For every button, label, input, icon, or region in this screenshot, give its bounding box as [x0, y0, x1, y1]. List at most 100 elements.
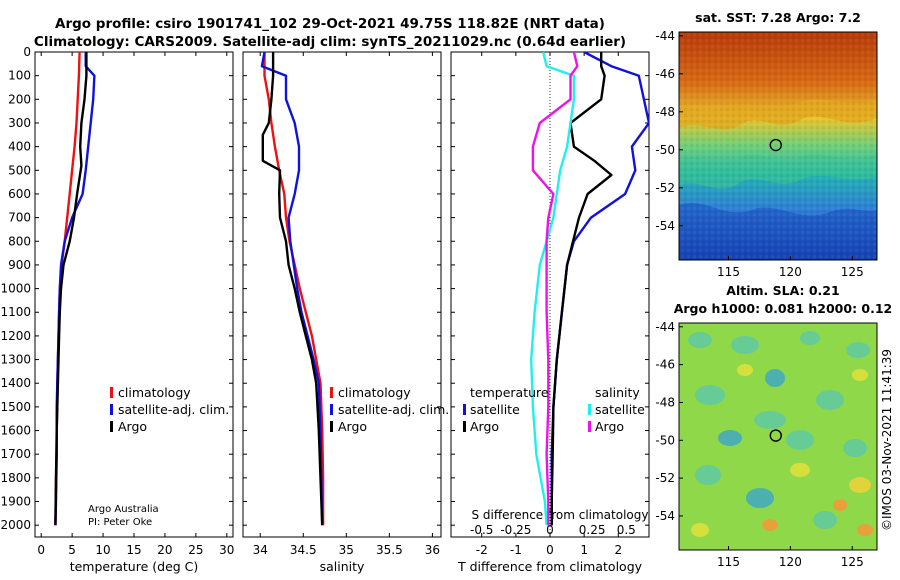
legend-swatch-sal-argo — [588, 421, 591, 432]
x-tick-label: 36 — [425, 543, 440, 557]
x-axis-label: T difference from climatology — [457, 559, 643, 574]
map-y-tick-label: -50 — [655, 143, 675, 157]
s-tick-label: 0 — [546, 523, 554, 537]
legend-swatch-climatology — [110, 387, 113, 398]
x-tick-label: 15 — [126, 543, 141, 557]
legend-label-argo: Argo — [118, 419, 147, 434]
figure-title-line1: Argo profile: csiro 1901741_102 29-Oct-2… — [55, 16, 605, 32]
y-tick-label: 1100 — [0, 305, 31, 319]
map-x-tick-label: 120 — [779, 265, 802, 279]
y-tick-label: 1700 — [0, 447, 31, 461]
series-line-temperature-satellite — [550, 52, 649, 526]
argo-location-marker — [769, 429, 782, 442]
x-tick-label: 35 — [339, 543, 354, 557]
sst-map-frame — [678, 31, 878, 261]
legend-label-sal-satellite: satellite — [595, 402, 645, 417]
y-tick-label: 100 — [8, 69, 31, 83]
map-x-tick-label: 125 — [841, 265, 864, 279]
legend-label-climatology: climatology — [338, 385, 411, 400]
legend-swatch-satellite — [330, 404, 333, 415]
map-x-tick-label: 115 — [717, 555, 740, 569]
x-axis-label: salinity — [320, 559, 365, 574]
s-axis-label: S difference from climatology — [472, 508, 649, 522]
sst-map-ticks: 115 120 125 -44 -46 -48 -50 -52 -54 — [655, 29, 863, 279]
map-y-tick-label: -44 — [655, 29, 675, 43]
x-tick-label: 10 — [95, 543, 110, 557]
map-y-tick-label: -48 — [655, 395, 675, 409]
map-y-tick-label: -54 — [655, 219, 675, 233]
plot-frame — [242, 51, 442, 538]
legend-swatch-satellite — [110, 404, 113, 415]
x-tick-label: 35.5 — [376, 543, 403, 557]
y-tick-label: 0 — [23, 45, 31, 59]
y-tick-label: 200 — [8, 92, 31, 106]
temperature-legend: climatology satellite-adj. clim. Argo — [110, 385, 229, 434]
s-tick-label: -0.25 — [500, 523, 531, 537]
sla-map-frame — [678, 322, 878, 551]
salinity-legend: climatology satellite-adj. clim. Argo — [330, 385, 449, 434]
y-tick-label: 2000 — [0, 518, 31, 532]
credit-line1: Argo Australia — [88, 504, 159, 515]
y-tick-label: 1200 — [0, 329, 31, 343]
map-y-tick-label: -44 — [655, 320, 675, 334]
y-tick-label: 1900 — [0, 495, 31, 509]
map-x-tick-label: 125 — [841, 555, 864, 569]
y-tick-label: 900 — [8, 258, 31, 272]
series-line-temperature-argo — [550, 52, 613, 526]
x-tick-label: 25 — [188, 543, 203, 557]
legend-swatch-climatology — [330, 387, 333, 398]
temperature-panel: 0100200300400500600700800900100011001200… — [0, 45, 234, 574]
sla-eddies — [688, 331, 873, 537]
sla-map-ticks: 115 120 125 -44 -46 -48 -50 -52 -54 — [655, 320, 863, 569]
sst-map-title: sat. SST: 7.28 Argo: 7.2 — [695, 10, 861, 25]
legend-label-climatology: climatology — [118, 385, 191, 400]
y-tick-label: 500 — [8, 163, 31, 177]
sst-texture — [679, 32, 877, 260]
legend-swatch-argo — [330, 421, 333, 432]
legend-label-temp-argo: Argo — [470, 419, 499, 434]
y-tick-label: 400 — [8, 140, 31, 154]
legend-title-salinity: salinity — [595, 385, 640, 400]
y-tick-label: 800 — [8, 234, 31, 248]
s-tick-label: 0.5 — [617, 523, 636, 537]
y-tick-label: 1400 — [0, 376, 31, 390]
y-tick-label: 1000 — [0, 282, 31, 296]
y-tick-label: 1800 — [0, 471, 31, 485]
sla-map-panel: Altim. SLA: 0.21 Argo h1000: 0.081 h2000… — [655, 283, 892, 569]
x-tick-label: -2 — [476, 543, 488, 557]
series-line-salinity-satellite — [530, 52, 576, 526]
map-x-tick-label: 120 — [779, 555, 802, 569]
x-tick-label: 1 — [580, 543, 588, 557]
legend-label-sal-argo: Argo — [595, 419, 624, 434]
legend-label-argo: Argo — [338, 419, 367, 434]
x-axis-label: temperature (deg C) — [70, 559, 199, 574]
imos-watermark: ©IMOS 03-Nov-2021 11:41:39 — [880, 349, 894, 531]
series-line-salinity-argo — [531, 52, 579, 526]
legend-label-satellite: satellite-adj. clim. — [118, 402, 229, 417]
legend-title-temperature: temperature — [470, 385, 549, 400]
sla-map-title-line1: Altim. SLA: 0.21 — [726, 283, 839, 298]
series-line-argo — [54, 52, 88, 526]
x-tick-label: 2 — [614, 543, 622, 557]
figure-title-line2: Climatology: CARS2009. Satellite-adj cli… — [34, 34, 626, 50]
y-tick-label: 1600 — [0, 424, 31, 438]
map-y-tick-label: -52 — [655, 471, 675, 485]
salinity-panel: 34 34.5 35 35.5 36 salinity — [242, 51, 442, 574]
x-tick-label: 0 — [546, 543, 554, 557]
sst-map-panel: sat. SST: 7.28 Argo: 7.2 115 120 125 -44 -46… — [655, 10, 878, 279]
series-line-satellite-adj-clim- — [260, 52, 324, 526]
argo-location-marker — [769, 138, 782, 152]
s-tick-label: 0.25 — [579, 523, 606, 537]
legend-swatch-temp-satellite — [463, 404, 466, 415]
x-tick-label: 0 — [37, 543, 45, 557]
map-y-tick-label: -54 — [655, 509, 675, 523]
x-tick-label: 34 — [253, 543, 268, 557]
plot-frame — [34, 51, 234, 538]
legend-label-satellite: satellite-adj. clim. — [338, 402, 449, 417]
map-y-tick-label: -52 — [655, 181, 675, 195]
difference-panel: -2 -1 0 1 2 T difference from climatology S di… — [450, 51, 650, 574]
y-tick-label: 700 — [8, 211, 31, 225]
difference-legend: temperature satellite Argo salinity sate… — [463, 385, 645, 434]
legend-swatch-temp-argo — [463, 421, 466, 432]
